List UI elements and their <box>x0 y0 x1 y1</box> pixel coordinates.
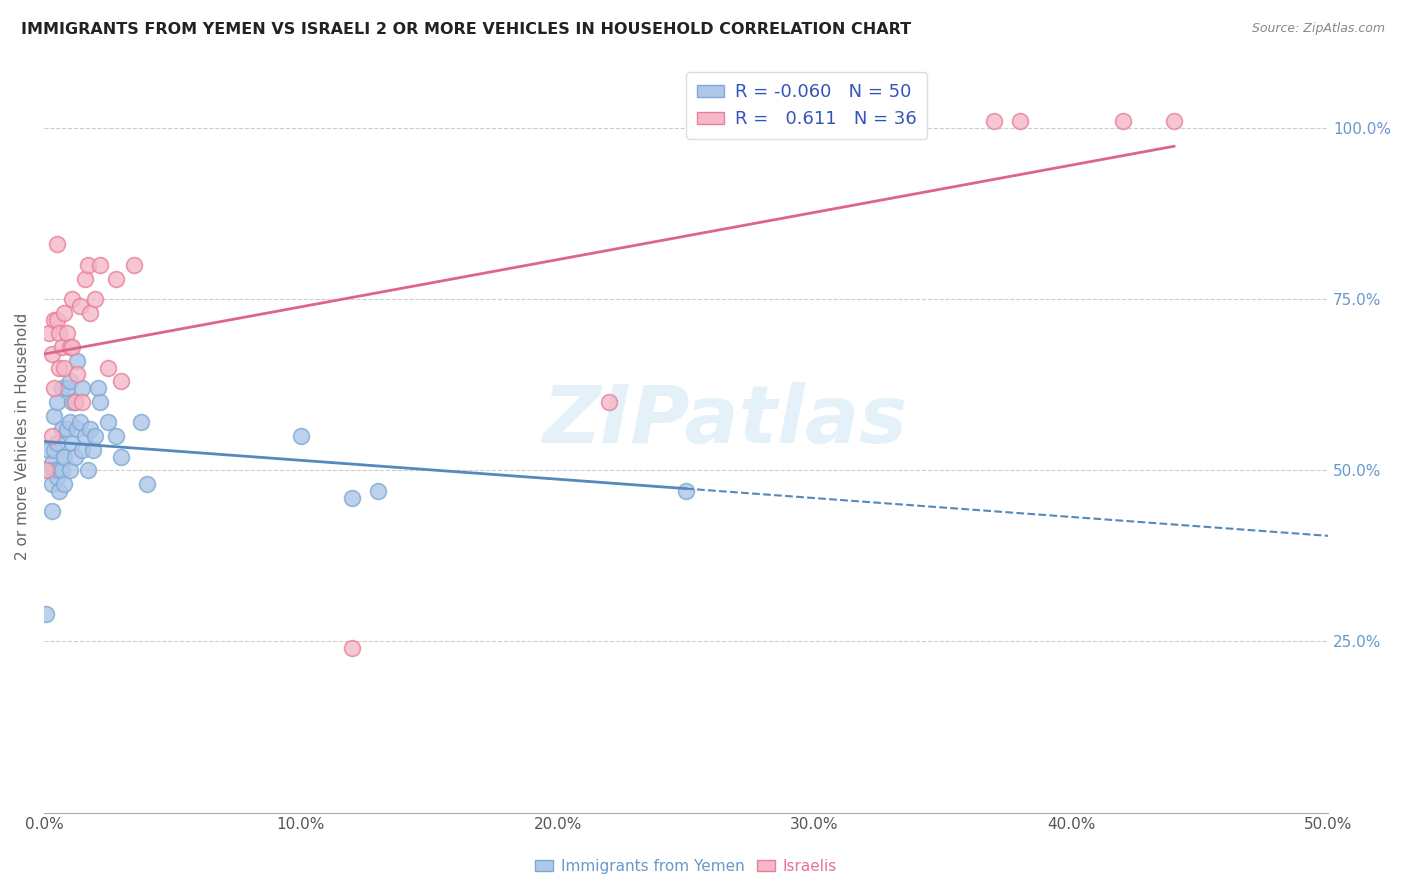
Point <box>63 394 86 409</box>
Point <box>41 457 63 471</box>
Point <box>45 394 67 409</box>
Point <box>63 394 86 409</box>
Point <box>44 442 66 457</box>
Point <box>84 429 107 443</box>
Point <box>58 340 80 354</box>
Point <box>53 450 76 464</box>
Point <box>69 299 91 313</box>
Point <box>38 463 60 477</box>
Point <box>66 368 89 382</box>
Point <box>66 353 89 368</box>
Point <box>135 477 157 491</box>
Point <box>56 422 79 436</box>
Point <box>122 258 145 272</box>
Point <box>290 429 312 443</box>
Point <box>1008 114 1031 128</box>
Point <box>48 326 70 341</box>
Point <box>58 374 80 388</box>
Point <box>82 442 104 457</box>
Point <box>87 381 110 395</box>
Text: ZIPatlas: ZIPatlas <box>543 382 907 460</box>
Point <box>35 607 58 621</box>
Point <box>51 463 73 477</box>
Point <box>73 429 96 443</box>
Legend: Immigrants from Yemen, Israelis: Immigrants from Yemen, Israelis <box>529 853 844 880</box>
Point <box>1163 114 1185 128</box>
Point <box>76 463 98 477</box>
Point <box>66 422 89 436</box>
Point <box>983 114 1005 128</box>
Point <box>44 409 66 423</box>
Point <box>35 463 58 477</box>
Point <box>84 292 107 306</box>
Point <box>97 360 120 375</box>
Point <box>44 381 66 395</box>
Point <box>60 292 83 306</box>
Point <box>56 326 79 341</box>
Point <box>675 483 697 498</box>
Point <box>48 483 70 498</box>
Point <box>73 271 96 285</box>
Point <box>41 429 63 443</box>
Text: Source: ZipAtlas.com: Source: ZipAtlas.com <box>1251 22 1385 36</box>
Point <box>110 450 132 464</box>
Point <box>45 436 67 450</box>
Point <box>51 381 73 395</box>
Point <box>63 450 86 464</box>
Point <box>69 416 91 430</box>
Text: IMMIGRANTS FROM YEMEN VS ISRAELI 2 OR MORE VEHICLES IN HOUSEHOLD CORRELATION CHA: IMMIGRANTS FROM YEMEN VS ISRAELI 2 OR MO… <box>21 22 911 37</box>
Point <box>53 477 76 491</box>
Point <box>44 463 66 477</box>
Point <box>45 470 67 484</box>
Point <box>41 504 63 518</box>
Point <box>104 429 127 443</box>
Point <box>340 491 363 505</box>
Point <box>51 422 73 436</box>
Point <box>72 442 94 457</box>
Y-axis label: 2 or more Vehicles in Household: 2 or more Vehicles in Household <box>15 312 30 559</box>
Point <box>104 271 127 285</box>
Point <box>41 347 63 361</box>
Point <box>89 258 111 272</box>
Point <box>60 340 83 354</box>
Point <box>44 312 66 326</box>
Point <box>56 381 79 395</box>
Point <box>76 258 98 272</box>
Point <box>45 312 67 326</box>
Point <box>38 326 60 341</box>
Point <box>72 394 94 409</box>
Point <box>79 306 101 320</box>
Point <box>48 463 70 477</box>
Point <box>53 450 76 464</box>
Point <box>131 416 153 430</box>
Point <box>367 483 389 498</box>
Point <box>89 394 111 409</box>
Point <box>97 416 120 430</box>
Point <box>72 381 94 395</box>
Point <box>110 374 132 388</box>
Point <box>53 360 76 375</box>
Point <box>38 442 60 457</box>
Point <box>1111 114 1133 128</box>
Point <box>48 360 70 375</box>
Point <box>53 306 76 320</box>
Point <box>60 436 83 450</box>
Point <box>79 422 101 436</box>
Point <box>41 477 63 491</box>
Point <box>45 237 67 252</box>
Point <box>51 340 73 354</box>
Point <box>598 394 620 409</box>
Point <box>58 416 80 430</box>
Point <box>58 463 80 477</box>
Point <box>340 641 363 656</box>
Point <box>60 394 83 409</box>
